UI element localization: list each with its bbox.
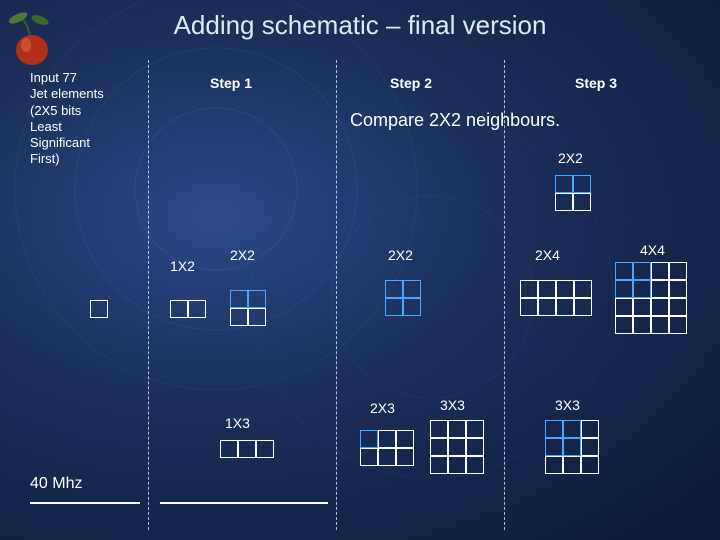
page-title: Adding schematic – final version [0, 10, 720, 41]
grid-cell [573, 175, 591, 193]
grid-cell [403, 280, 421, 298]
grid-cell [448, 456, 466, 474]
label-2x4: 2X4 [535, 247, 560, 263]
grid-cell [615, 316, 633, 334]
grid-cell [581, 420, 599, 438]
grid-cell [669, 316, 687, 334]
grid-cell [403, 298, 421, 316]
grid-cell [448, 438, 466, 456]
grid-cell [238, 440, 256, 458]
grid-row_top_2x2 [555, 175, 591, 211]
grid-cell [90, 300, 108, 318]
grid-cell [574, 280, 592, 298]
grid-cell [633, 262, 651, 280]
grid-cell [669, 262, 687, 280]
grid-cell [538, 298, 556, 316]
grid-cell [563, 438, 581, 456]
label-2x3: 2X3 [370, 400, 395, 416]
grid-cell [651, 262, 669, 280]
grid-cell [556, 298, 574, 316]
grid-cell [256, 440, 274, 458]
label-3x3-a: 3X3 [440, 397, 465, 413]
grid-cell [430, 438, 448, 456]
grid-row_3x3_a [430, 420, 484, 474]
grid-cell [430, 456, 448, 474]
grid-row_1x3 [220, 440, 274, 458]
step3-label: Step 3 [575, 75, 617, 91]
grid-cell [360, 448, 378, 466]
grid-row_2x4_w [520, 280, 592, 316]
grid-cell [385, 298, 403, 316]
grid-cell [538, 280, 556, 298]
grid-cell [520, 298, 538, 316]
grid-row_1x2 [170, 300, 206, 318]
grid-cell [651, 280, 669, 298]
grid-cell [248, 308, 266, 326]
grid-cell [545, 438, 563, 456]
grid-cell [651, 316, 669, 334]
label-4x4: 4X4 [640, 242, 665, 258]
grid-cell [615, 280, 633, 298]
grid-cell [385, 280, 403, 298]
grid-cell [633, 298, 651, 316]
grid-cell [581, 456, 599, 474]
grid-cell [170, 300, 188, 318]
grid-cell [669, 280, 687, 298]
underline-segment [160, 502, 328, 504]
step1-label: Step 1 [210, 75, 252, 91]
grid-cell [573, 193, 591, 211]
grid-cell [230, 308, 248, 326]
grid-cell [555, 193, 573, 211]
grid-cell [466, 438, 484, 456]
grid-cell [520, 280, 538, 298]
label-2x2-b: 2X2 [388, 247, 413, 263]
grid-cell [188, 300, 206, 318]
grid-cell [378, 430, 396, 448]
grid-cell [555, 175, 573, 193]
grid-cell [466, 420, 484, 438]
underline-segment [30, 502, 140, 504]
label-1x2: 1X2 [170, 258, 195, 274]
grid-cell [230, 290, 248, 308]
label-2x2-top: 2X2 [558, 150, 583, 166]
grid-cell [633, 280, 651, 298]
grid-cell [396, 430, 414, 448]
step2-label: Step 2 [390, 75, 432, 91]
divider-1 [148, 60, 149, 530]
grid-row_2x2_b [385, 280, 421, 316]
grid-cell [545, 456, 563, 474]
grid-cell [556, 280, 574, 298]
grid-cell [360, 430, 378, 448]
grid-cell [378, 448, 396, 466]
grid-cell [615, 262, 633, 280]
grid-input_single [90, 300, 108, 318]
grid-cell [615, 298, 633, 316]
grid-cell [651, 298, 669, 316]
grid-cell [448, 420, 466, 438]
label-1x3: 1X3 [225, 415, 250, 431]
grid-cell [563, 456, 581, 474]
grid-cell [430, 420, 448, 438]
grid-cell [669, 298, 687, 316]
grid-cell [581, 438, 599, 456]
label-2x2-a: 2X2 [230, 247, 255, 263]
grid-cell [633, 316, 651, 334]
input-description: Input 77 Jet elements (2X5 bits Least Si… [30, 70, 104, 168]
grid-cell [545, 420, 563, 438]
grid-row_3x3_b [545, 420, 599, 474]
grid-cell [396, 448, 414, 466]
grid-cell [220, 440, 238, 458]
grid-row_4x4 [615, 262, 687, 334]
divider-2 [336, 60, 337, 530]
clock-label: 40 Mhz [30, 475, 82, 493]
grid-row_2x3 [360, 430, 414, 466]
label-3x3-b: 3X3 [555, 397, 580, 413]
grid-cell [574, 298, 592, 316]
grid-cell [248, 290, 266, 308]
compare-label: Compare 2X2 neighbours. [350, 110, 560, 131]
grid-row_2x2_a [230, 290, 266, 326]
grid-cell [563, 420, 581, 438]
grid-cell [466, 456, 484, 474]
